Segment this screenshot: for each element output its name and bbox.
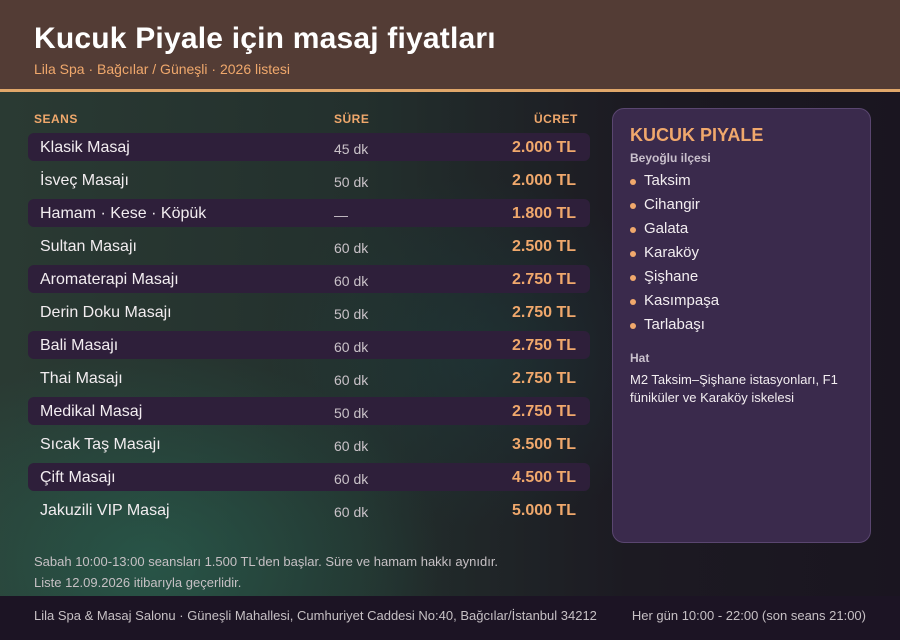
session-duration: 50 dk [334, 306, 369, 322]
session-name: Çift Masajı [40, 469, 116, 486]
session-price: 3.500 TL [511, 436, 576, 453]
list-item: Galata [630, 219, 719, 243]
table-row: Sultan Masajı 60 dk 2.500 TL [28, 232, 590, 260]
session-duration: 60 dk [334, 339, 369, 355]
page-header: Kucuk Piyale için masaj fiyatları Lila S… [0, 0, 900, 89]
table-row: Thai Masajı 60 dk 2.750 TL [28, 364, 590, 392]
transit-label: Hat [630, 351, 650, 365]
neighborhood-name: Taksim [644, 172, 691, 189]
page-footer: Lila Spa & Masaj Salonu · Güneşli Mahall… [0, 596, 900, 640]
bullet-icon [630, 251, 636, 257]
table-row: Hamam · Kese · Köpük — 1.800 TL [28, 199, 590, 227]
session-duration: 60 dk [334, 273, 369, 289]
list-item: Kasımpaşa [630, 291, 719, 315]
session-price: 2.500 TL [511, 238, 576, 255]
session-name: Jakuzili VIP Masaj [40, 502, 170, 519]
session-name: İsveç Masajı [40, 172, 129, 189]
card-title: KUCUK PIYALE [630, 125, 764, 145]
bullet-icon [630, 323, 636, 329]
header-divider [0, 89, 900, 92]
session-price: 2.000 TL [511, 139, 576, 156]
footer-address: Lila Spa & Masaj Salonu · Güneşli Mahall… [34, 608, 597, 623]
neighborhood-name: Galata [644, 220, 689, 237]
session-duration: 50 dk [334, 174, 369, 190]
price-notes: Sabah 10:00-13:00 seansları 1.500 TL'den… [34, 551, 498, 593]
session-duration: 60 dk [334, 438, 369, 454]
session-duration: 60 dk [334, 372, 369, 388]
bullet-icon [630, 299, 636, 305]
validity-note: Liste 12.09.2026 itibarıyla geçerlidir. [34, 575, 242, 590]
list-item: Taksim [630, 171, 719, 195]
table-row: Sıcak Taş Masajı 60 dk 3.500 TL [28, 430, 590, 458]
session-duration: — [334, 207, 348, 223]
list-item: Şişhane [630, 267, 719, 291]
session-price: 2.750 TL [511, 271, 576, 288]
bullet-icon [630, 203, 636, 209]
neighborhood-name: Tarlabaşı [644, 316, 705, 333]
session-duration: 60 dk [334, 504, 369, 520]
session-name: Klasik Masaj [40, 139, 130, 156]
price-table: Klasik Masaj 45 dk 2.000 TL İsveç Masajı… [28, 133, 590, 529]
table-row: Derin Doku Masajı 50 dk 2.750 TL [28, 298, 590, 326]
session-price: 2.750 TL [511, 403, 576, 420]
session-price: 5.000 TL [511, 502, 576, 519]
session-name: Aromaterapi Masajı [40, 271, 179, 288]
footer-hours: Her gün 10:00 - 22:00 (son seans 21:00) [631, 608, 866, 623]
column-header-duration: SÜRE [334, 112, 370, 126]
session-duration: 60 dk [334, 240, 369, 256]
bullet-icon [630, 275, 636, 281]
page-title: Kucuk Piyale için masaj fiyatları [34, 22, 496, 55]
table-row: Bali Masajı 60 dk 2.750 TL [28, 331, 590, 359]
list-item: Tarlabaşı [630, 315, 719, 339]
session-name: Derin Doku Masajı [40, 304, 172, 321]
transit-text: M2 Taksim–Şişhane istasyonları, F1 fünik… [630, 372, 838, 405]
page-subtitle: Lila Spa · Bağcılar / Güneşli · 2026 lis… [34, 61, 291, 77]
table-row: Klasik Masaj 45 dk 2.000 TL [28, 133, 590, 161]
neighborhood-name: Şişhane [644, 268, 699, 285]
neighborhood-card: KUCUK PIYALE Beyoğlu ilçesi Taksim Cihan… [612, 108, 871, 543]
session-duration: 50 dk [334, 405, 369, 421]
session-duration: 45 dk [334, 141, 369, 157]
table-row: İsveç Masajı 50 dk 2.000 TL [28, 166, 590, 194]
table-row: Çift Masajı 60 dk 4.500 TL [28, 463, 590, 491]
neighborhood-name: Karaköy [644, 244, 700, 261]
table-row: Medikal Masaj 50 dk 2.750 TL [28, 397, 590, 425]
morning-discount-note: Sabah 10:00-13:00 seansları 1.500 TL'den… [34, 554, 499, 569]
session-name: Sultan Masajı [40, 238, 137, 255]
session-price: 2.750 TL [511, 304, 576, 321]
column-header-session: SEANS [34, 112, 78, 126]
session-name: Sıcak Taş Masajı [40, 436, 161, 453]
table-row: Aromaterapi Masajı 60 dk 2.750 TL [28, 265, 590, 293]
neighborhood-name: Cihangir [644, 196, 700, 213]
session-price: 2.750 TL [511, 370, 576, 387]
session-name: Thai Masajı [40, 370, 123, 387]
session-name: Medikal Masaj [40, 403, 143, 420]
session-price: 4.500 TL [511, 469, 576, 486]
list-item: Karaköy [630, 243, 719, 267]
table-row: Jakuzili VIP Masaj 60 dk 5.000 TL [28, 496, 590, 524]
column-header-price: ÜCRET [534, 112, 578, 126]
session-price: 2.750 TL [511, 337, 576, 354]
bullet-icon [630, 227, 636, 233]
session-name: Bali Masajı [40, 337, 119, 354]
session-name: Hamam · Kese · Köpük [40, 205, 207, 222]
list-item: Cihangir [630, 195, 719, 219]
neighborhood-list: Taksim Cihangir Galata Karaköy Şişhane K… [630, 171, 719, 339]
session-price: 2.000 TL [511, 172, 576, 189]
neighborhood-name: Kasımpaşa [644, 292, 720, 309]
session-price: 1.800 TL [511, 205, 576, 222]
bullet-icon [630, 179, 636, 185]
district-label: Beyoğlu ilçesi [630, 151, 711, 165]
session-duration: 60 dk [334, 471, 369, 487]
